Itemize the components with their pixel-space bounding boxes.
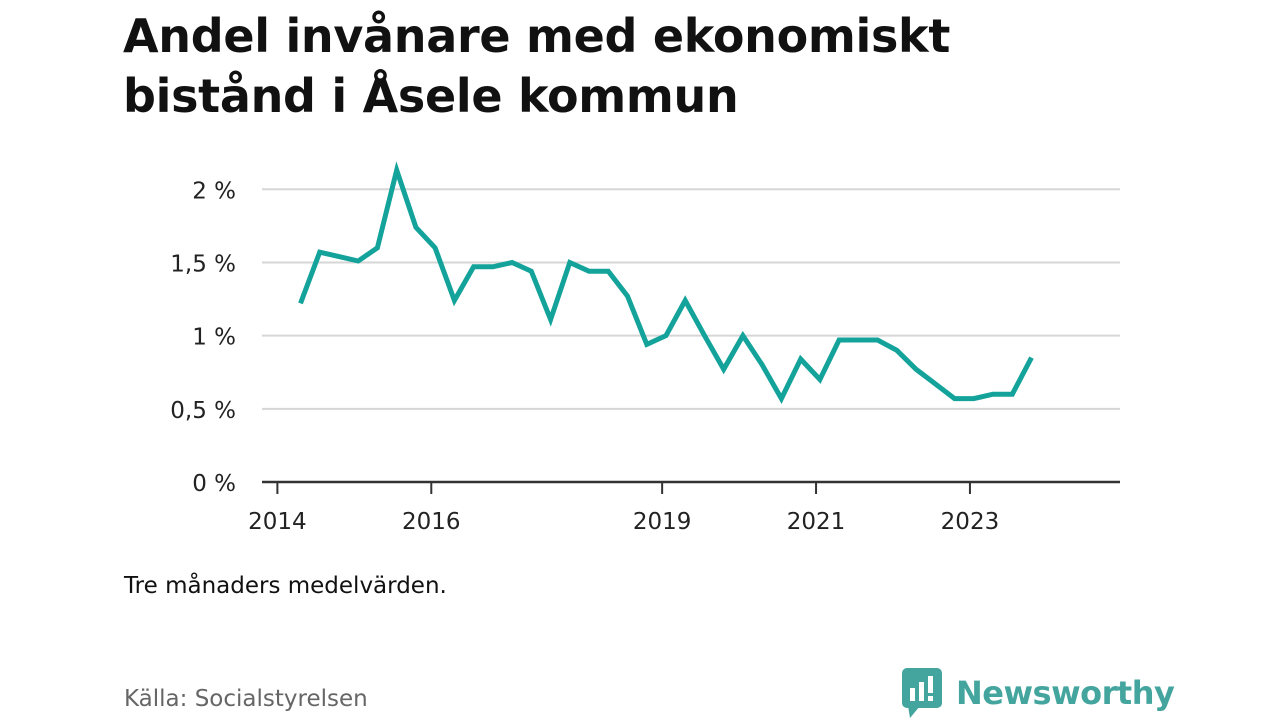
chart-note: Tre månaders medelvärden. xyxy=(124,573,447,599)
x-tick-label: 2021 xyxy=(787,509,846,535)
series-layer xyxy=(298,161,1034,404)
x-tick-label: 2014 xyxy=(248,509,307,535)
x-tick-label: 2019 xyxy=(633,509,692,535)
brand-name: Newsworthy xyxy=(956,674,1175,712)
y-tick-label: 1 % xyxy=(192,325,236,351)
x-tick-label: 2016 xyxy=(402,509,461,535)
y-tick-label: 1,5 % xyxy=(170,251,236,277)
source-label: Källa: Socialstyrelsen xyxy=(124,686,368,712)
y-axis-ticks: 0 % 0,5 % 1 % 1,5 % 2 % xyxy=(170,178,236,497)
y-tick-label: 0 % xyxy=(192,471,236,497)
x-axis: 2014 2016 2019 2021 2023 xyxy=(248,480,1120,535)
chart-title: Andel invånare med ekonomiskt bistånd i … xyxy=(123,9,951,123)
line-chart: 0 % 0,5 % 1 % 1,5 % 2 % 2014 2016 2019 2021 2023 xyxy=(170,161,1120,535)
y-tick-label: 0,5 % xyxy=(170,398,236,424)
y-tick-label: 2 % xyxy=(192,178,236,204)
series-line xyxy=(298,161,1034,404)
newsworthy-bar-chart-bubble-icon xyxy=(902,668,942,718)
x-tick-label: 2023 xyxy=(941,509,1000,535)
grid-lines xyxy=(262,188,1120,410)
newsworthy-logo: Newsworthy xyxy=(902,668,1175,718)
